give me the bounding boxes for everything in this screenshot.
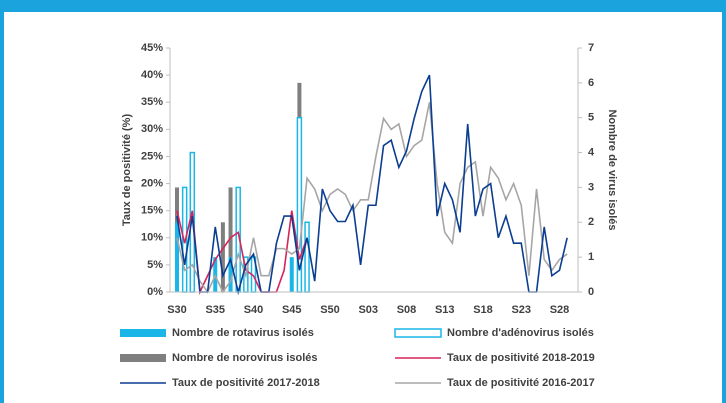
bar bbox=[289, 257, 294, 292]
y-tick-label: 45% bbox=[141, 42, 163, 54]
line bbox=[176, 102, 568, 294]
legend-swatch bbox=[394, 328, 442, 338]
x-tick-label: S30 bbox=[167, 304, 187, 316]
x-tick-label: S23 bbox=[511, 304, 531, 316]
bar bbox=[304, 221, 310, 293]
x-tick-label: S18 bbox=[473, 304, 493, 316]
y-tick-label: 5% bbox=[147, 259, 163, 271]
y2-tick-label: 5 bbox=[588, 112, 594, 124]
y-tick-label: 25% bbox=[141, 150, 163, 162]
y-tick-label: 35% bbox=[141, 96, 163, 108]
y2-tick-label: 7 bbox=[588, 42, 594, 54]
y-tick-label: 30% bbox=[141, 123, 163, 135]
legend-label: Taux de positivité 2017-2018 bbox=[172, 377, 320, 389]
top-border bbox=[0, 0, 726, 12]
bar bbox=[228, 187, 233, 292]
legend-label: Nombre de norovirus isolés bbox=[172, 352, 317, 364]
y2-tick-label: 0 bbox=[588, 286, 594, 298]
legend-label: Taux de positivité 2016-2017 bbox=[447, 377, 595, 389]
y2-tick-label: 6 bbox=[588, 77, 594, 89]
y2-tick-label: 4 bbox=[588, 146, 595, 158]
x-tick-label: S03 bbox=[358, 304, 378, 316]
x-tick-label: S40 bbox=[244, 304, 264, 316]
y-axis-title: Taux de positivité (%) bbox=[121, 114, 133, 227]
x-tick-label: S50 bbox=[320, 304, 340, 316]
x-tick-label: S13 bbox=[435, 304, 455, 316]
y-tick-label: 10% bbox=[141, 232, 163, 244]
bar bbox=[220, 222, 225, 292]
y2-tick-label: 1 bbox=[588, 251, 594, 263]
legend-swatch bbox=[120, 329, 166, 337]
y2-axis-title: Nombre de virus isolés bbox=[606, 109, 618, 230]
legend-label: Taux de positivité 2018-2019 bbox=[447, 352, 595, 364]
y-tick-label: 20% bbox=[141, 177, 163, 189]
y-tick-label: 15% bbox=[141, 205, 163, 217]
y2-tick-label: 2 bbox=[588, 216, 594, 228]
y-tick-label: 40% bbox=[141, 69, 163, 81]
y-tick-label: 0% bbox=[147, 286, 163, 298]
x-tick-label: S28 bbox=[550, 304, 570, 316]
bar bbox=[175, 222, 179, 292]
line bbox=[176, 74, 568, 296]
x-tick-label: S45 bbox=[282, 304, 302, 316]
x-tick-label: S08 bbox=[397, 304, 417, 316]
y2-tick-label: 3 bbox=[588, 181, 594, 193]
legend-label: Nombre de rotavirus isolés bbox=[172, 327, 314, 339]
left-border bbox=[0, 0, 4, 403]
bar bbox=[228, 257, 233, 292]
legend-swatch bbox=[120, 354, 166, 362]
right-border bbox=[722, 0, 726, 403]
x-tick-label: S35 bbox=[205, 304, 225, 316]
legend-label: Nombre d'adénovirus isolés bbox=[447, 327, 594, 339]
